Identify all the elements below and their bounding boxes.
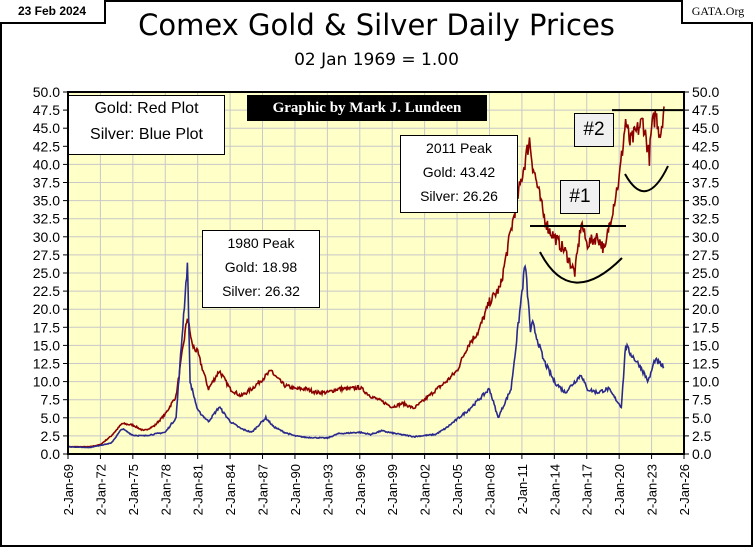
x-tick-label: 2-Jan-17	[580, 464, 595, 515]
peak-2011-gold: Gold: 43.42	[422, 164, 496, 180]
x-tick-label: 2-Jan-84	[223, 464, 238, 515]
y-tick-label-left: 5.0	[41, 410, 61, 426]
y-tick-label-right: 15.0	[692, 337, 719, 353]
y-tick-label-left: 20.0	[33, 301, 60, 317]
y-tick-label-right: 12.5	[692, 356, 719, 372]
y-tick-label-left: 15.0	[33, 337, 60, 353]
source-label: GATA.Org	[681, 0, 753, 24]
x-tick-label: 2-Jan-78	[158, 464, 173, 515]
legend-gold: Gold: Red Plot	[94, 100, 199, 117]
marker-1: #1	[560, 180, 600, 214]
y-tick-label-right: 37.5	[692, 175, 719, 191]
y-tick-label-right: 10.0	[692, 374, 719, 390]
y-tick-label-left: 10.0	[33, 374, 60, 390]
y-tick-label-left: 0.0	[41, 446, 61, 462]
y-tick-label-right: 2.5	[692, 428, 712, 444]
cup-curve-1	[539, 251, 623, 284]
x-tick-label: 2-Jan-75	[126, 464, 141, 515]
x-tick-label: 2-Jan-20	[612, 464, 627, 515]
y-tick-label-right: 47.5	[692, 102, 719, 118]
x-tick-label: 2-Jan-69	[61, 464, 76, 515]
y-tick-label-right: 7.5	[692, 392, 712, 408]
y-tick-label-left: 32.5	[33, 211, 60, 227]
x-tick-label: 2-Jan-05	[450, 464, 465, 515]
x-tick-label: 2-Jan-26	[677, 464, 692, 515]
peak-1980-title: 1980 Peak	[227, 235, 295, 251]
y-tick-label-left: 37.5	[33, 175, 60, 191]
x-tick-label: 2-Jan-14	[547, 464, 562, 515]
x-tick-label: 2-Jan-08	[482, 464, 497, 515]
y-tick-label-right: 45.0	[692, 120, 719, 136]
y-tick-label-left: 17.5	[33, 319, 60, 335]
series-line-gold	[67, 106, 665, 448]
x-tick-label: 2-Jan-02	[418, 464, 433, 515]
credit-banner: Graphic by Mark J. Lundeen	[247, 95, 487, 121]
peak-1980-silver: Silver: 26.32	[222, 283, 300, 299]
x-tick-label: 2-Jan-11	[515, 464, 530, 514]
y-tick-label-left: 27.5	[33, 247, 60, 263]
x-tick-label: 2-Jan-72	[93, 464, 108, 515]
y-tick-label-left: 7.5	[41, 392, 61, 408]
y-tick-label-left: 42.5	[33, 138, 60, 154]
marker-2: #2	[574, 113, 614, 147]
peak-2011-box: 2011 Peak Gold: 43.42 Silver: 26.26	[400, 135, 518, 213]
y-tick-label-left: 25.0	[33, 265, 60, 281]
chart-subtitle: 02 Jan 1969 = 1.00	[294, 50, 459, 70]
legend-silver: Silver: Blue Plot	[90, 126, 203, 143]
peak-1980-box: 1980 Peak Gold: 18.98 Silver: 26.32	[202, 230, 320, 308]
x-tick-label: 2-Jan-81	[191, 464, 206, 515]
legend-box: Gold: Red Plot Silver: Blue Plot	[68, 95, 225, 155]
x-tick-label: 2-Jan-90	[288, 464, 303, 515]
series-line-silver	[68, 262, 665, 449]
cup-curve-2	[624, 165, 669, 193]
y-tick-label-right: 27.5	[692, 247, 719, 263]
chart-title: Comex Gold & Silver Daily Prices	[138, 8, 615, 42]
y-tick-label-left: 47.5	[33, 102, 60, 118]
y-tick-label-right: 40.0	[692, 156, 719, 172]
y-tick-label-right: 32.5	[692, 211, 719, 227]
y-tick-label-left: 2.5	[41, 428, 61, 444]
y-tick-label-left: 40.0	[33, 156, 60, 172]
y-tick-label-left: 45.0	[33, 120, 60, 136]
y-tick-label-right: 25.0	[692, 265, 719, 281]
x-tick-label: 2-Jan-23	[645, 464, 660, 515]
x-tick-label: 2-Jan-93	[320, 464, 335, 515]
y-tick-label-right: 17.5	[692, 319, 719, 335]
peak-2011-silver: Silver: 26.26	[420, 188, 498, 204]
y-tick-label-right: 20.0	[692, 301, 719, 317]
peak-1980-gold: Gold: 18.98	[224, 259, 298, 275]
plot-border	[67, 91, 685, 455]
peak-2011-title: 2011 Peak	[426, 140, 492, 156]
y-tick-label-right: 30.0	[692, 229, 719, 245]
y-tick-label-right: 0.0	[692, 446, 712, 462]
y-tick-label-right: 50.0	[692, 84, 719, 100]
y-tick-label-right: 5.0	[692, 410, 712, 426]
y-tick-label-left: 12.5	[33, 356, 60, 372]
x-tick-label: 2-Jan-96	[353, 464, 368, 515]
y-tick-label-right: 22.5	[692, 283, 719, 299]
x-tick-label: 2-Jan-99	[385, 464, 400, 515]
y-tick-label-left: 30.0	[33, 229, 60, 245]
y-tick-label-right: 42.5	[692, 138, 719, 154]
x-tick-label: 2-Jan-87	[256, 464, 271, 515]
y-tick-label-left: 22.5	[33, 283, 60, 299]
y-tick-label-left: 50.0	[33, 84, 60, 100]
date-label: 23 Feb 2024	[0, 0, 106, 24]
y-tick-label-left: 35.0	[33, 193, 60, 209]
y-tick-label-right: 35.0	[692, 193, 719, 209]
